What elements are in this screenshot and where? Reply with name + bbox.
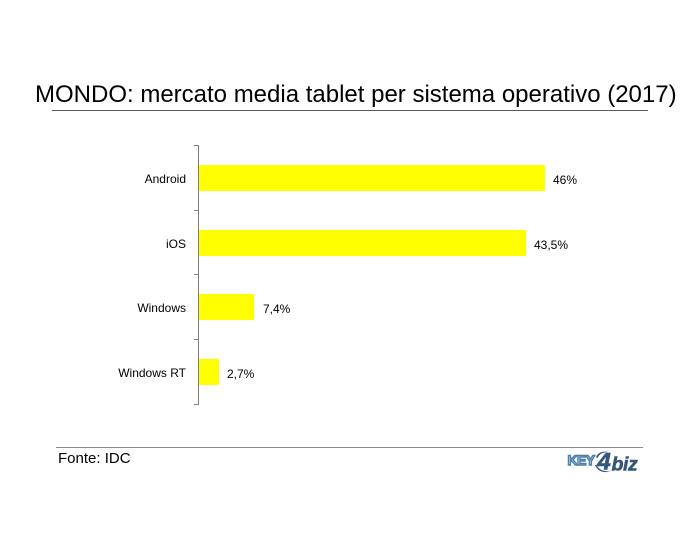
svg-text:4: 4 — [597, 449, 611, 475]
svg-text:biz: biz — [612, 454, 639, 475]
svg-text:KEY: KEY — [568, 452, 596, 468]
